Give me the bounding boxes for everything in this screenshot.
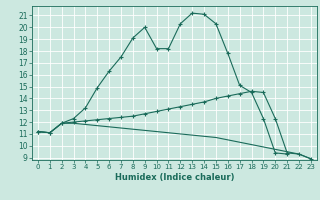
- X-axis label: Humidex (Indice chaleur): Humidex (Indice chaleur): [115, 173, 234, 182]
